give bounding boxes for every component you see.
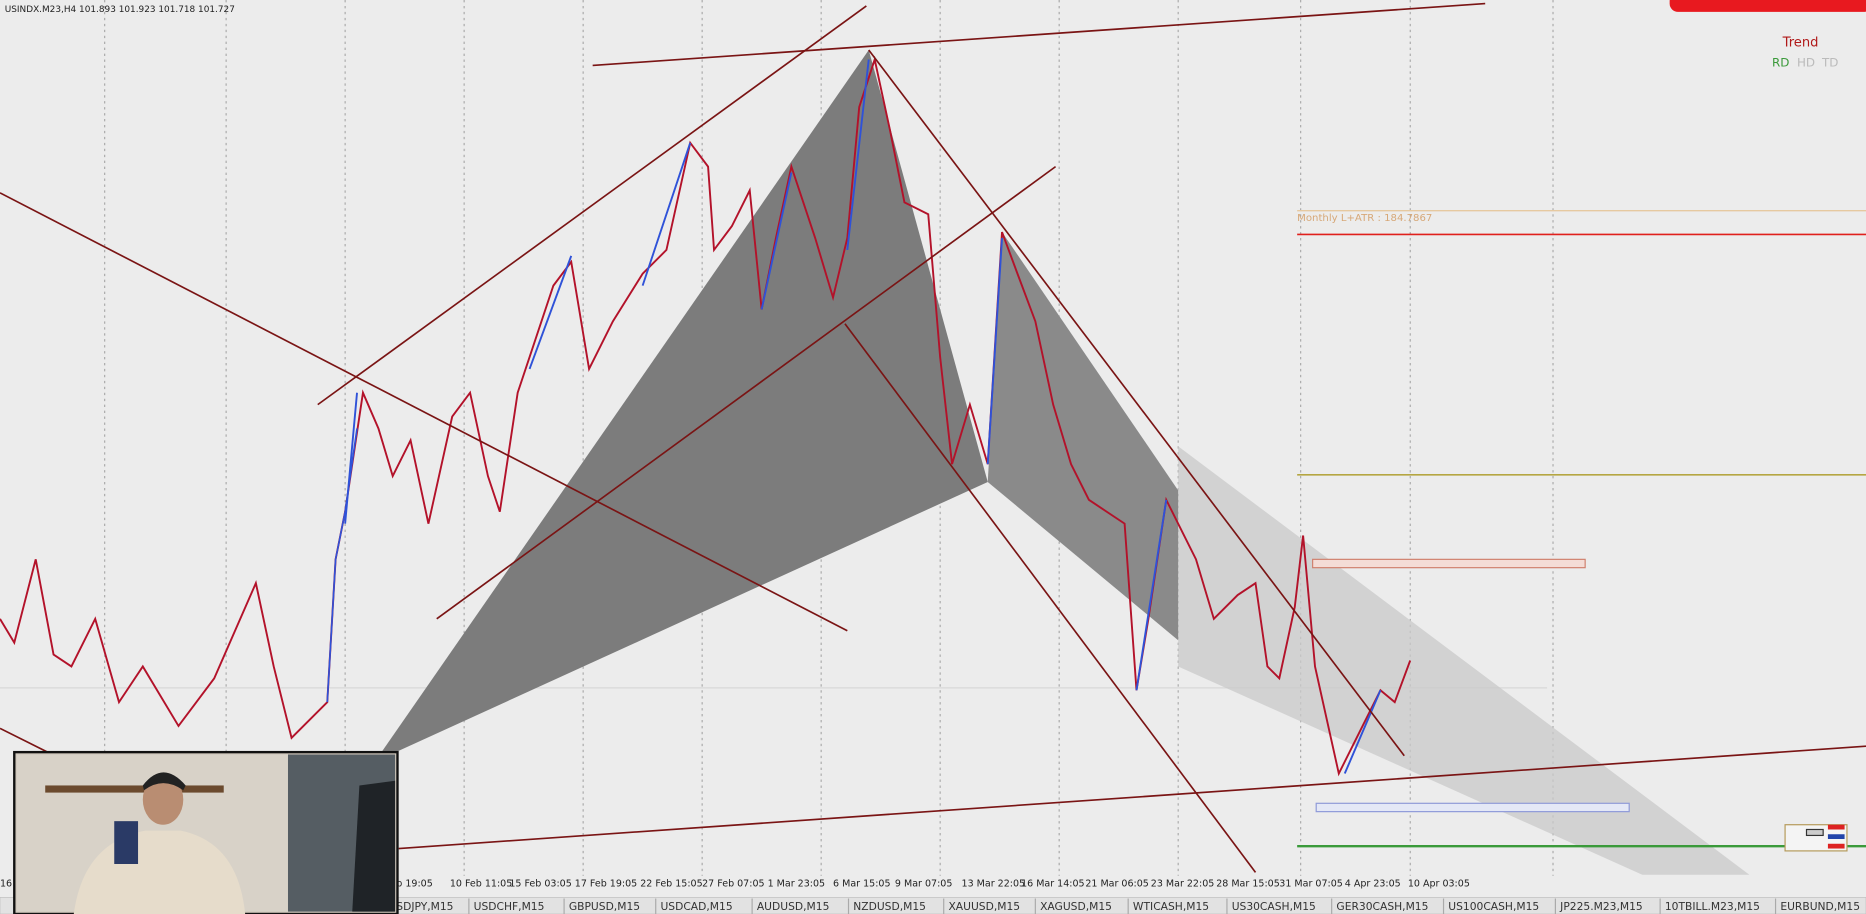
harmonic-bcd	[987, 232, 1179, 641]
icon	[1805, 828, 1824, 837]
time-label: 21 Mar 06:05	[1085, 879, 1149, 890]
candle	[641, 142, 692, 286]
symbol-tab[interactable]: NZDUSD,M15	[853, 900, 926, 913]
trend-line	[592, 2, 1486, 67]
zone-box	[1315, 802, 1630, 813]
time-label: 9 Mar 07:05	[895, 879, 952, 890]
time-axis	[0, 875, 1866, 898]
indicator-labels: RD HD TD	[1772, 56, 1838, 70]
time-label: 4 Apr 23:05	[1345, 879, 1401, 890]
symbol-tab[interactable]: US100CASH,M15	[1448, 900, 1539, 913]
time-label: 13 Mar 22:05	[962, 879, 1026, 890]
symbol-tab[interactable]: USDCAD,M15	[660, 900, 732, 913]
trend-line	[317, 5, 867, 406]
time-label: 6 Mar 15:05	[833, 879, 890, 890]
time-label: 22 Feb 15:05	[640, 879, 702, 890]
candle	[760, 172, 793, 310]
candle	[1343, 689, 1382, 774]
trend-lines	[0, 2, 1866, 873]
icon	[1827, 824, 1845, 830]
up-candles	[344, 59, 1382, 774]
time-label: 16	[0, 879, 12, 890]
icon	[1827, 834, 1845, 840]
face	[142, 774, 184, 825]
trend-line	[844, 323, 1257, 873]
symbol-tab[interactable]: JP225.M23,M15	[1559, 900, 1643, 913]
monitor	[352, 780, 396, 912]
chair	[114, 821, 139, 864]
symbol-tab[interactable]: US30CASH,M15	[1232, 900, 1316, 913]
symbol-tab[interactable]: SDJPY,M15	[396, 900, 453, 913]
time-label: 23 Mar 22:05	[1151, 879, 1215, 890]
symbol-tab[interactable]: XAUUSD,M15	[948, 900, 1020, 913]
indicator-title: Trend	[1782, 35, 1819, 50]
candle	[986, 237, 1003, 465]
indicator-label: HD	[1797, 56, 1815, 70]
trend-line	[868, 49, 1405, 757]
trend-line	[436, 165, 1057, 620]
trend-line	[0, 727, 48, 753]
time-label: 10 Apr 03:05	[1408, 879, 1470, 890]
symbol-tab[interactable]: GER30CASH,M15	[1336, 900, 1428, 913]
indicator-label: RD	[1772, 56, 1789, 70]
harmonic-xab	[374, 50, 988, 762]
level-label: Monthly L+ATR : 184.7867	[1297, 213, 1432, 224]
time-label: 1 Mar 23:05	[768, 879, 825, 890]
red-button[interactable]	[1669, 0, 1866, 12]
webcam	[13, 750, 399, 914]
shelf	[45, 785, 224, 793]
zone-box	[1312, 558, 1586, 569]
trend-line	[0, 192, 848, 632]
icon	[1827, 843, 1845, 849]
symbol-tab[interactable]: WTICASH,M15	[1133, 900, 1209, 913]
indicator-label: TD	[1821, 56, 1838, 70]
candle	[528, 255, 573, 370]
symbol-tab[interactable]: 10TBILL.M23,M15	[1665, 900, 1760, 913]
symbol-tab[interactable]: EURBUND,M15	[1780, 900, 1860, 913]
symbol-tabs: SDJPY,M15 USDCHF,M15 GBPUSD,M15 USDCAD,M15 A…	[390, 898, 1860, 914]
symbol-tab[interactable]: GBPUSD,M15	[569, 900, 640, 913]
time-label: 17 Feb 19:05	[575, 879, 637, 890]
panel-icon	[1784, 824, 1848, 852]
time-label: b 19:05	[396, 879, 433, 890]
trend-line	[398, 745, 1866, 850]
candle	[1135, 499, 1168, 691]
hair	[142, 772, 186, 791]
candle	[344, 392, 358, 524]
time-label: 31 Mar 07:05	[1279, 879, 1343, 890]
symbol-tab[interactable]: USDCHF,M15	[474, 900, 545, 913]
time-label: 16 Mar 14:05	[1021, 879, 1085, 890]
time-label: 10 Feb 11:05	[450, 879, 512, 890]
time-label: 27 Feb 07:05	[702, 879, 764, 890]
candle	[846, 59, 870, 251]
price-line-up	[326, 428, 358, 703]
time-label: 28 Mar 15:05	[1216, 879, 1280, 890]
symbol-tab[interactable]: XAGUSD,M15	[1040, 900, 1112, 913]
time-label: 15 Feb 03:05	[509, 879, 571, 890]
symbol-tab[interactable]: AUDUSD,M15	[757, 900, 830, 913]
symbol-info: USINDX.M23,H4 101.893 101.923 101.718 10…	[5, 5, 235, 15]
